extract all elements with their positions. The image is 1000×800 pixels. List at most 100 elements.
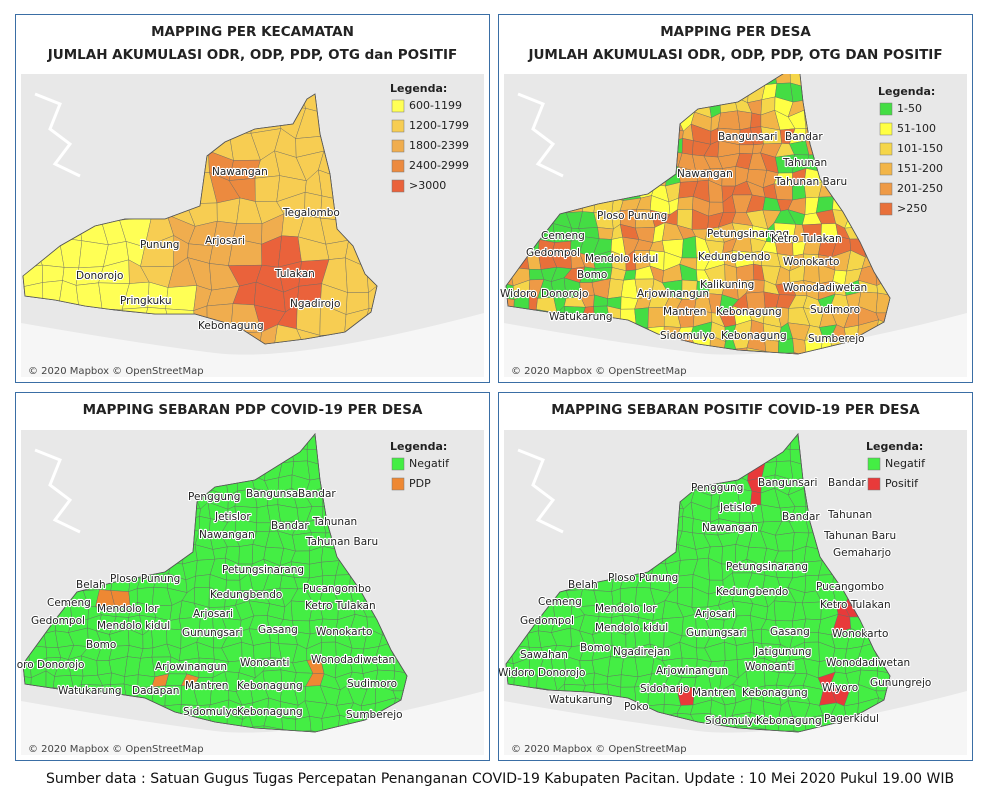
place-label: Petungsinarang — [222, 564, 304, 576]
place-label: Widoro — [500, 288, 537, 300]
place-label: Gunungsari — [686, 627, 747, 639]
panel-title: MAPPING PER KECAMATAN — [151, 24, 354, 40]
legend-title: Legenda: — [390, 82, 447, 95]
place-label: Tahunan — [827, 509, 872, 521]
panel-title: MAPPING SEBARAN PDP COVID-19 PER DESA — [83, 402, 423, 418]
village-area — [681, 138, 694, 156]
place-label: Bangunsari — [718, 131, 777, 143]
panel-header — [15, 14, 490, 74]
place-label: Tulakan — [274, 268, 315, 280]
panel-border — [498, 14, 973, 383]
legend-label: 151-200 — [897, 162, 943, 175]
village-area — [309, 561, 324, 579]
place-label: Ploso Punung — [110, 573, 180, 585]
village-area — [309, 716, 324, 732]
place-label: Gasang — [258, 624, 298, 636]
place-label: Mendolo lor — [97, 603, 159, 615]
place-label: Kebonagung — [742, 687, 808, 699]
legend-label: 600-1199 — [409, 99, 462, 112]
place-label: Petungsinarang — [726, 561, 808, 573]
place-label: Wonodadiwetan — [826, 657, 910, 669]
place-label: Mantren — [185, 680, 228, 692]
legend-swatch — [391, 139, 405, 153]
legend-swatch — [879, 142, 893, 156]
panel-title: JUMLAH AKUMULASI ODR, ODP, PDP, OTG DAN … — [527, 47, 942, 63]
village-area — [258, 324, 278, 344]
place-label: Gedompol — [526, 247, 580, 259]
place-label: Kebonagung — [721, 330, 787, 342]
legend-label: 2400-2999 — [409, 159, 469, 172]
place-label: Cemeng — [541, 230, 585, 242]
coastline-detail — [34, 92, 81, 178]
legend-swatch — [391, 477, 405, 491]
regency-outline — [505, 55, 891, 355]
place-label: Penggung — [691, 482, 743, 494]
place-label: Sumberejo — [346, 709, 403, 721]
place-label: Kebonagung — [237, 706, 303, 718]
map-panel: MAPPING PER KECAMATAN JUMLAH AKUMULASI OD… — [15, 14, 490, 383]
map-panel: MAPPING SEBARAN POSITIF COVID-19 PER DES… — [498, 392, 973, 761]
regency-outline — [505, 433, 891, 733]
place-label: Bangunsari — [758, 477, 817, 489]
place-label: Mendolo kidul — [97, 620, 170, 632]
place-label: Ploso Punung — [597, 210, 667, 222]
place-label: Bangunsari — [246, 488, 305, 500]
legend-swatch — [879, 182, 893, 196]
place-label: Mendolo lor — [595, 603, 657, 615]
village-area — [681, 516, 694, 534]
place-label: Sawahan — [520, 649, 568, 661]
place-label: Nawangan — [702, 522, 758, 534]
panel-title: JUMLAH AKUMULASI ODR, ODP, PDP, OTG dan … — [47, 47, 458, 63]
village-area — [773, 600, 796, 622]
panel-title: MAPPING PER DESA — [660, 24, 811, 40]
place-label: Ketro Tulakan — [305, 600, 376, 612]
place-label: Mantren — [663, 306, 706, 318]
sea — [21, 313, 484, 377]
map-attribution: © 2020 Mapbox © OpenStreetMap — [28, 366, 204, 377]
legend-swatch — [879, 102, 893, 116]
place-label: Jatigunung — [754, 646, 812, 658]
village-area — [792, 338, 807, 354]
sea — [504, 691, 967, 755]
place-label: Gedompol — [31, 615, 85, 627]
place-label: Tahunan Baru — [305, 536, 378, 548]
place-label: Belah — [76, 579, 106, 591]
legend-label: 1-50 — [897, 102, 922, 115]
village-area — [792, 716, 807, 732]
panel-border — [15, 14, 490, 383]
place-label: Pucangombo — [303, 583, 371, 595]
legend-swatch — [867, 477, 881, 491]
place-label: Jetislor — [719, 502, 756, 514]
place-label: Pucangombo — [816, 581, 884, 593]
panel-header — [498, 14, 973, 74]
place-label: Bomo — [86, 639, 116, 651]
place-label: Pringkuku — [120, 295, 172, 307]
legend-swatch — [867, 457, 881, 471]
place-label: Sidomulyo — [660, 330, 715, 342]
place-label: Sudimoro — [810, 304, 860, 316]
place-label: Arjosari — [695, 608, 735, 620]
village-area — [751, 628, 762, 644]
place-label: Penggung — [188, 491, 240, 503]
legend-label: 201-250 — [897, 182, 943, 195]
village-area — [254, 175, 281, 202]
place-label: Nawangan — [212, 166, 268, 178]
place-label: Arjosari — [193, 608, 233, 620]
legend-label: >3000 — [409, 179, 446, 192]
place-label: Watukarung — [549, 311, 613, 323]
place-label: Wonokarto — [832, 628, 888, 640]
place-label: Wonodadiwetan — [311, 654, 395, 666]
place-label: Gedompol — [520, 615, 574, 627]
village-area — [737, 110, 753, 130]
legend-label: 101-150 — [897, 142, 943, 155]
place-label: Bomo — [580, 642, 610, 654]
village-area — [597, 227, 614, 240]
village-area — [256, 522, 271, 533]
place-label: Cemeng — [538, 596, 582, 608]
place-label: Mendolo kidul — [595, 622, 668, 634]
legend-label: >250 — [897, 202, 927, 215]
sea — [21, 691, 484, 755]
place-label: Petungsinarang — [707, 228, 789, 240]
